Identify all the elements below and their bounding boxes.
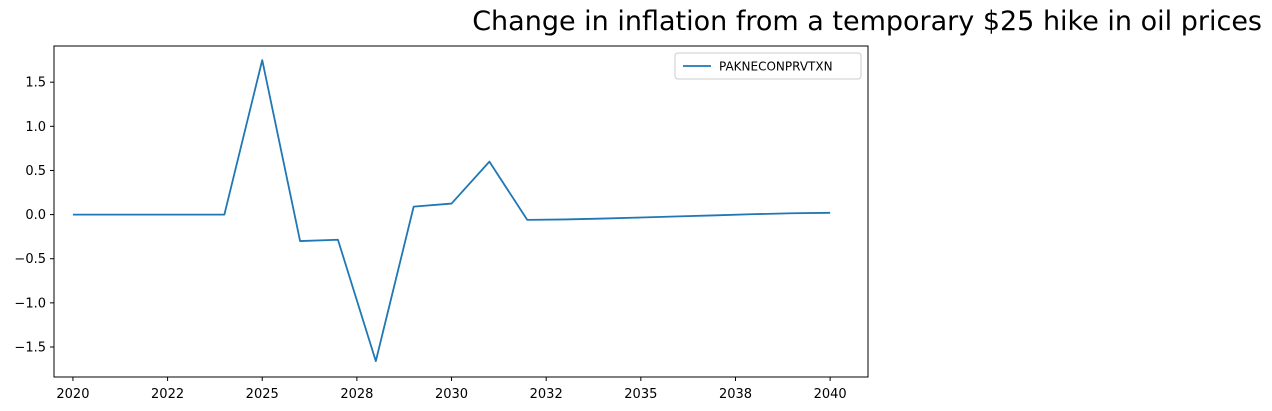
y-axis: −1.5 −1.0 −0.5 0.0 0.5 1.0 1.5 bbox=[14, 76, 54, 355]
x-tick-label: 2020 bbox=[56, 387, 89, 402]
legend-label: PAKNECONPRVTXN bbox=[719, 60, 833, 74]
x-tick-label: 2032 bbox=[530, 387, 563, 402]
x-tick-label: 2022 bbox=[151, 387, 184, 402]
chart-title: Change in inflation from a temporary $25… bbox=[472, 6, 1262, 37]
x-tick-label: 2025 bbox=[246, 387, 279, 402]
legend: PAKNECONPRVTXN bbox=[674, 52, 862, 80]
y-tick-label: 0.5 bbox=[25, 164, 46, 179]
x-tick-label: 2040 bbox=[814, 387, 847, 402]
y-tick-label: −0.5 bbox=[14, 252, 46, 267]
y-tick-label: 1.0 bbox=[25, 120, 46, 135]
axes-frame bbox=[53, 45, 869, 378]
x-tick-label: 2038 bbox=[719, 387, 752, 402]
x-tick-label: 2028 bbox=[340, 387, 373, 402]
series-line bbox=[72, 59, 831, 363]
legend-box bbox=[674, 52, 862, 80]
y-tick-label: −1.0 bbox=[14, 296, 46, 311]
y-tick-label: −1.5 bbox=[14, 340, 46, 355]
x-axis: 2020 2022 2025 2028 2030 2032 2035 2038 2040 bbox=[56, 377, 847, 402]
x-tick-label: 2035 bbox=[624, 387, 657, 402]
x-tick-label: 2030 bbox=[435, 387, 468, 402]
y-tick-label: 1.5 bbox=[25, 76, 46, 91]
plot-area bbox=[72, 59, 831, 363]
y-tick-label: 0.0 bbox=[25, 208, 46, 223]
